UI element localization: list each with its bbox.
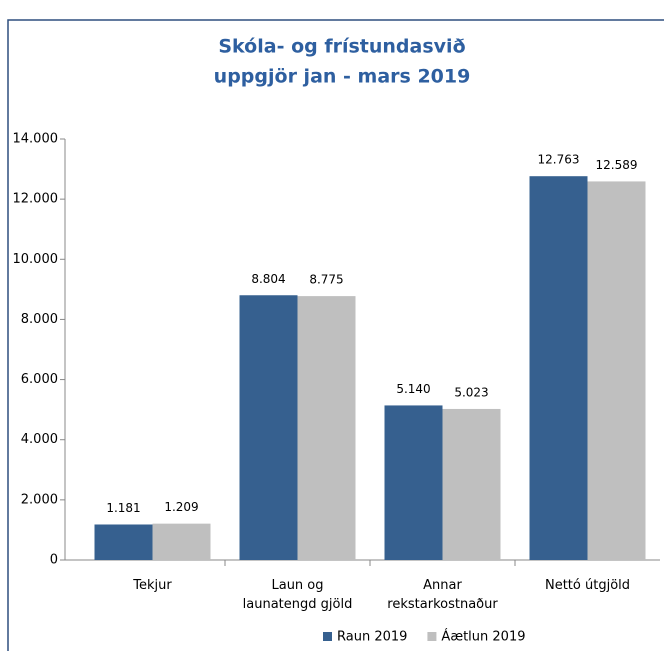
bar xyxy=(94,524,153,560)
y-tick-label: 4.000 xyxy=(21,432,58,447)
x-tick-label: Annar rekstarkostnaður xyxy=(387,578,498,612)
legend-swatch xyxy=(427,632,437,641)
bar xyxy=(587,181,646,560)
x-tick-label: Laun og launatengd gjöld xyxy=(243,578,353,612)
value-label: 12.763 xyxy=(538,153,580,167)
x-tick-label: Nettó útgjöld xyxy=(545,578,630,593)
value-label: 12.589 xyxy=(596,158,638,172)
x-tick-label: Tekjur xyxy=(132,578,172,593)
legend-label: Raun 2019 xyxy=(337,630,407,645)
chart-subtitle: uppgjör jan - mars 2019 xyxy=(214,66,471,88)
y-tick-label: 6.000 xyxy=(21,372,58,387)
y-tick-label: 14.000 xyxy=(13,132,59,147)
y-tick-label: 0 xyxy=(50,553,58,568)
bar xyxy=(442,408,501,560)
legend-swatch xyxy=(323,632,332,641)
bar xyxy=(297,296,356,560)
value-label: 8.804 xyxy=(251,272,285,286)
bar xyxy=(152,523,211,560)
legend-label: Áætlun 2019 xyxy=(441,629,525,645)
y-tick-label: 10.000 xyxy=(13,252,59,267)
bar xyxy=(529,176,588,560)
value-label: 5.140 xyxy=(396,382,430,396)
y-tick-label: 8.000 xyxy=(21,312,58,327)
value-label: 1.181 xyxy=(106,501,140,515)
chart-frame xyxy=(7,19,664,651)
value-label: 1.209 xyxy=(164,500,198,514)
chart-title: Skóla- og frístundasvið xyxy=(218,36,465,58)
y-tick-label: 2.000 xyxy=(21,492,58,507)
bar xyxy=(384,405,443,560)
value-label: 8.775 xyxy=(309,273,343,287)
y-tick-label: 12.000 xyxy=(13,192,59,207)
value-label: 5.023 xyxy=(454,385,488,399)
bar xyxy=(239,295,298,560)
